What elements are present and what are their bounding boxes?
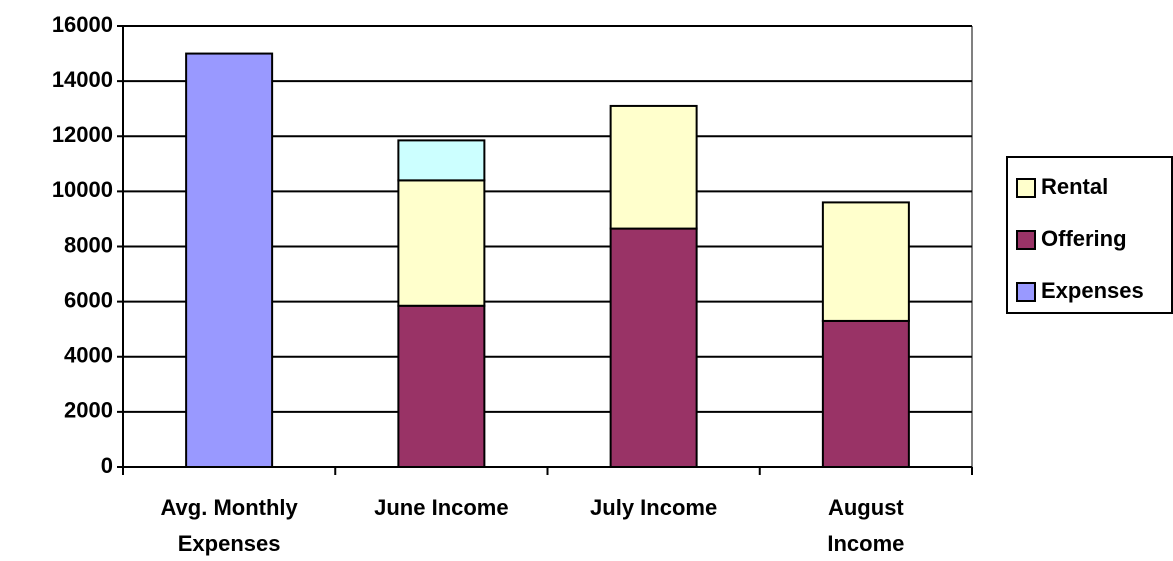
bar-segment [609,227,698,468]
x-tick-label: June Income [374,495,508,520]
bar-segment [397,304,486,468]
y-tick-label: 14000 [52,67,113,92]
y-tick-label: 8000 [64,232,113,257]
bar-segment [397,139,486,182]
x-tick-label: August Income [827,495,904,556]
y-tick-label: 12000 [52,122,113,147]
bar-segment [397,179,486,307]
legend-swatch [1016,178,1036,198]
legend-swatch [1016,230,1036,250]
bar-segment [185,52,274,468]
legend-label: Rental [1041,174,1108,199]
bar-segment [821,201,910,322]
bar-segment [609,104,698,230]
y-tick-label: 10000 [52,177,113,202]
y-tick-label: 0 [101,453,113,478]
x-tick-label: Avg. Monthly Expenses [160,495,298,556]
y-tick-label: 4000 [64,343,113,368]
y-tick-label: 2000 [64,398,113,423]
legend-label: Expenses [1041,278,1144,303]
bar-segment [821,319,910,469]
x-tick-label: July Income [590,495,717,520]
y-tick-label: 16000 [52,12,113,37]
y-tick-label: 6000 [64,287,113,312]
legend-swatch [1016,282,1036,302]
legend-label: Offering [1041,226,1127,251]
